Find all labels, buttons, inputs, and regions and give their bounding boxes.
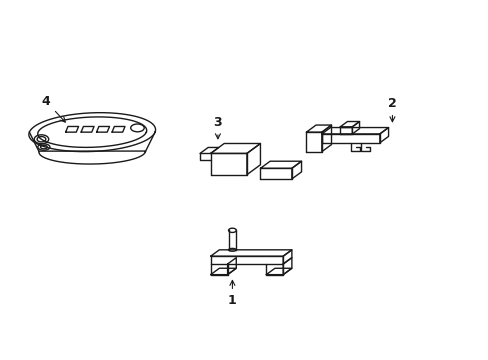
Text: 1: 1 [227,280,236,307]
Text: 4: 4 [42,95,65,122]
Text: 2: 2 [387,97,396,122]
Text: 3: 3 [213,116,222,139]
